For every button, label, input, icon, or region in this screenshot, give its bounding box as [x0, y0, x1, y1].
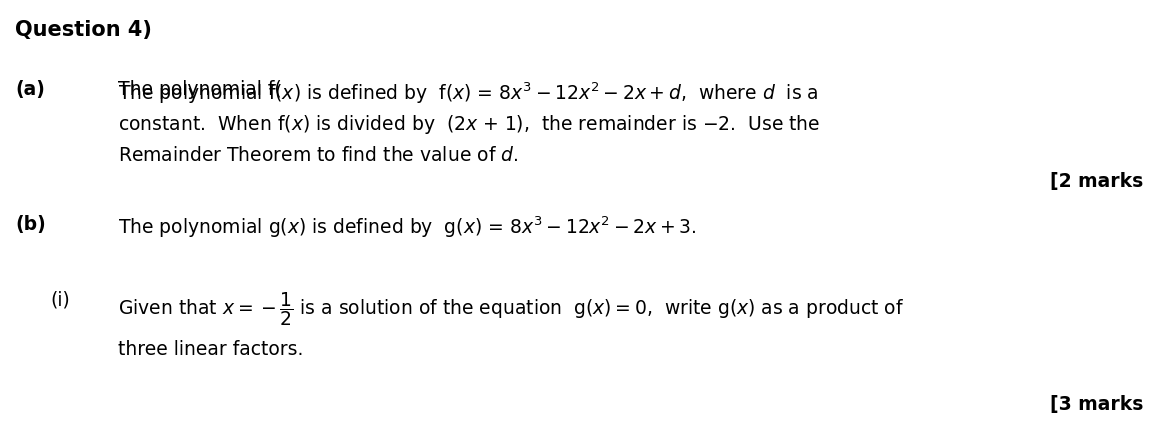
Text: three linear factors.: three linear factors. [118, 340, 304, 359]
Text: (b): (b) [15, 215, 46, 234]
Text: The polynomial f(: The polynomial f( [118, 80, 281, 99]
Text: (a): (a) [15, 80, 44, 99]
Text: Remainder Theorem to find the value of $d$.: Remainder Theorem to find the value of $… [118, 146, 519, 165]
Text: Question 4): Question 4) [15, 20, 152, 40]
Text: The polynomial g($x$) is defined by  g($x$) = $8x^3 - 12x^2 - 2x + 3$.: The polynomial g($x$) is defined by g($x… [118, 215, 696, 241]
Text: constant.  When f($x$) is divided by  (2$x$ + 1),  the remainder is −2.  Use the: constant. When f($x$) is divided by (2$x… [118, 113, 820, 136]
Text: [3 marks: [3 marks [1050, 395, 1143, 414]
Text: The polynomial f($x$) is defined by  f($x$) = $8x^3 - 12x^2 - 2x + d$,  where $d: The polynomial f($x$) is defined by f($x… [118, 80, 819, 106]
Text: Given that $x = -\dfrac{1}{2}$ is a solution of the equation  $\mathrm{g}(x) = 0: Given that $x = -\dfrac{1}{2}$ is a solu… [118, 290, 904, 328]
Text: (i): (i) [50, 290, 70, 309]
Text: [2 marks: [2 marks [1050, 172, 1143, 191]
